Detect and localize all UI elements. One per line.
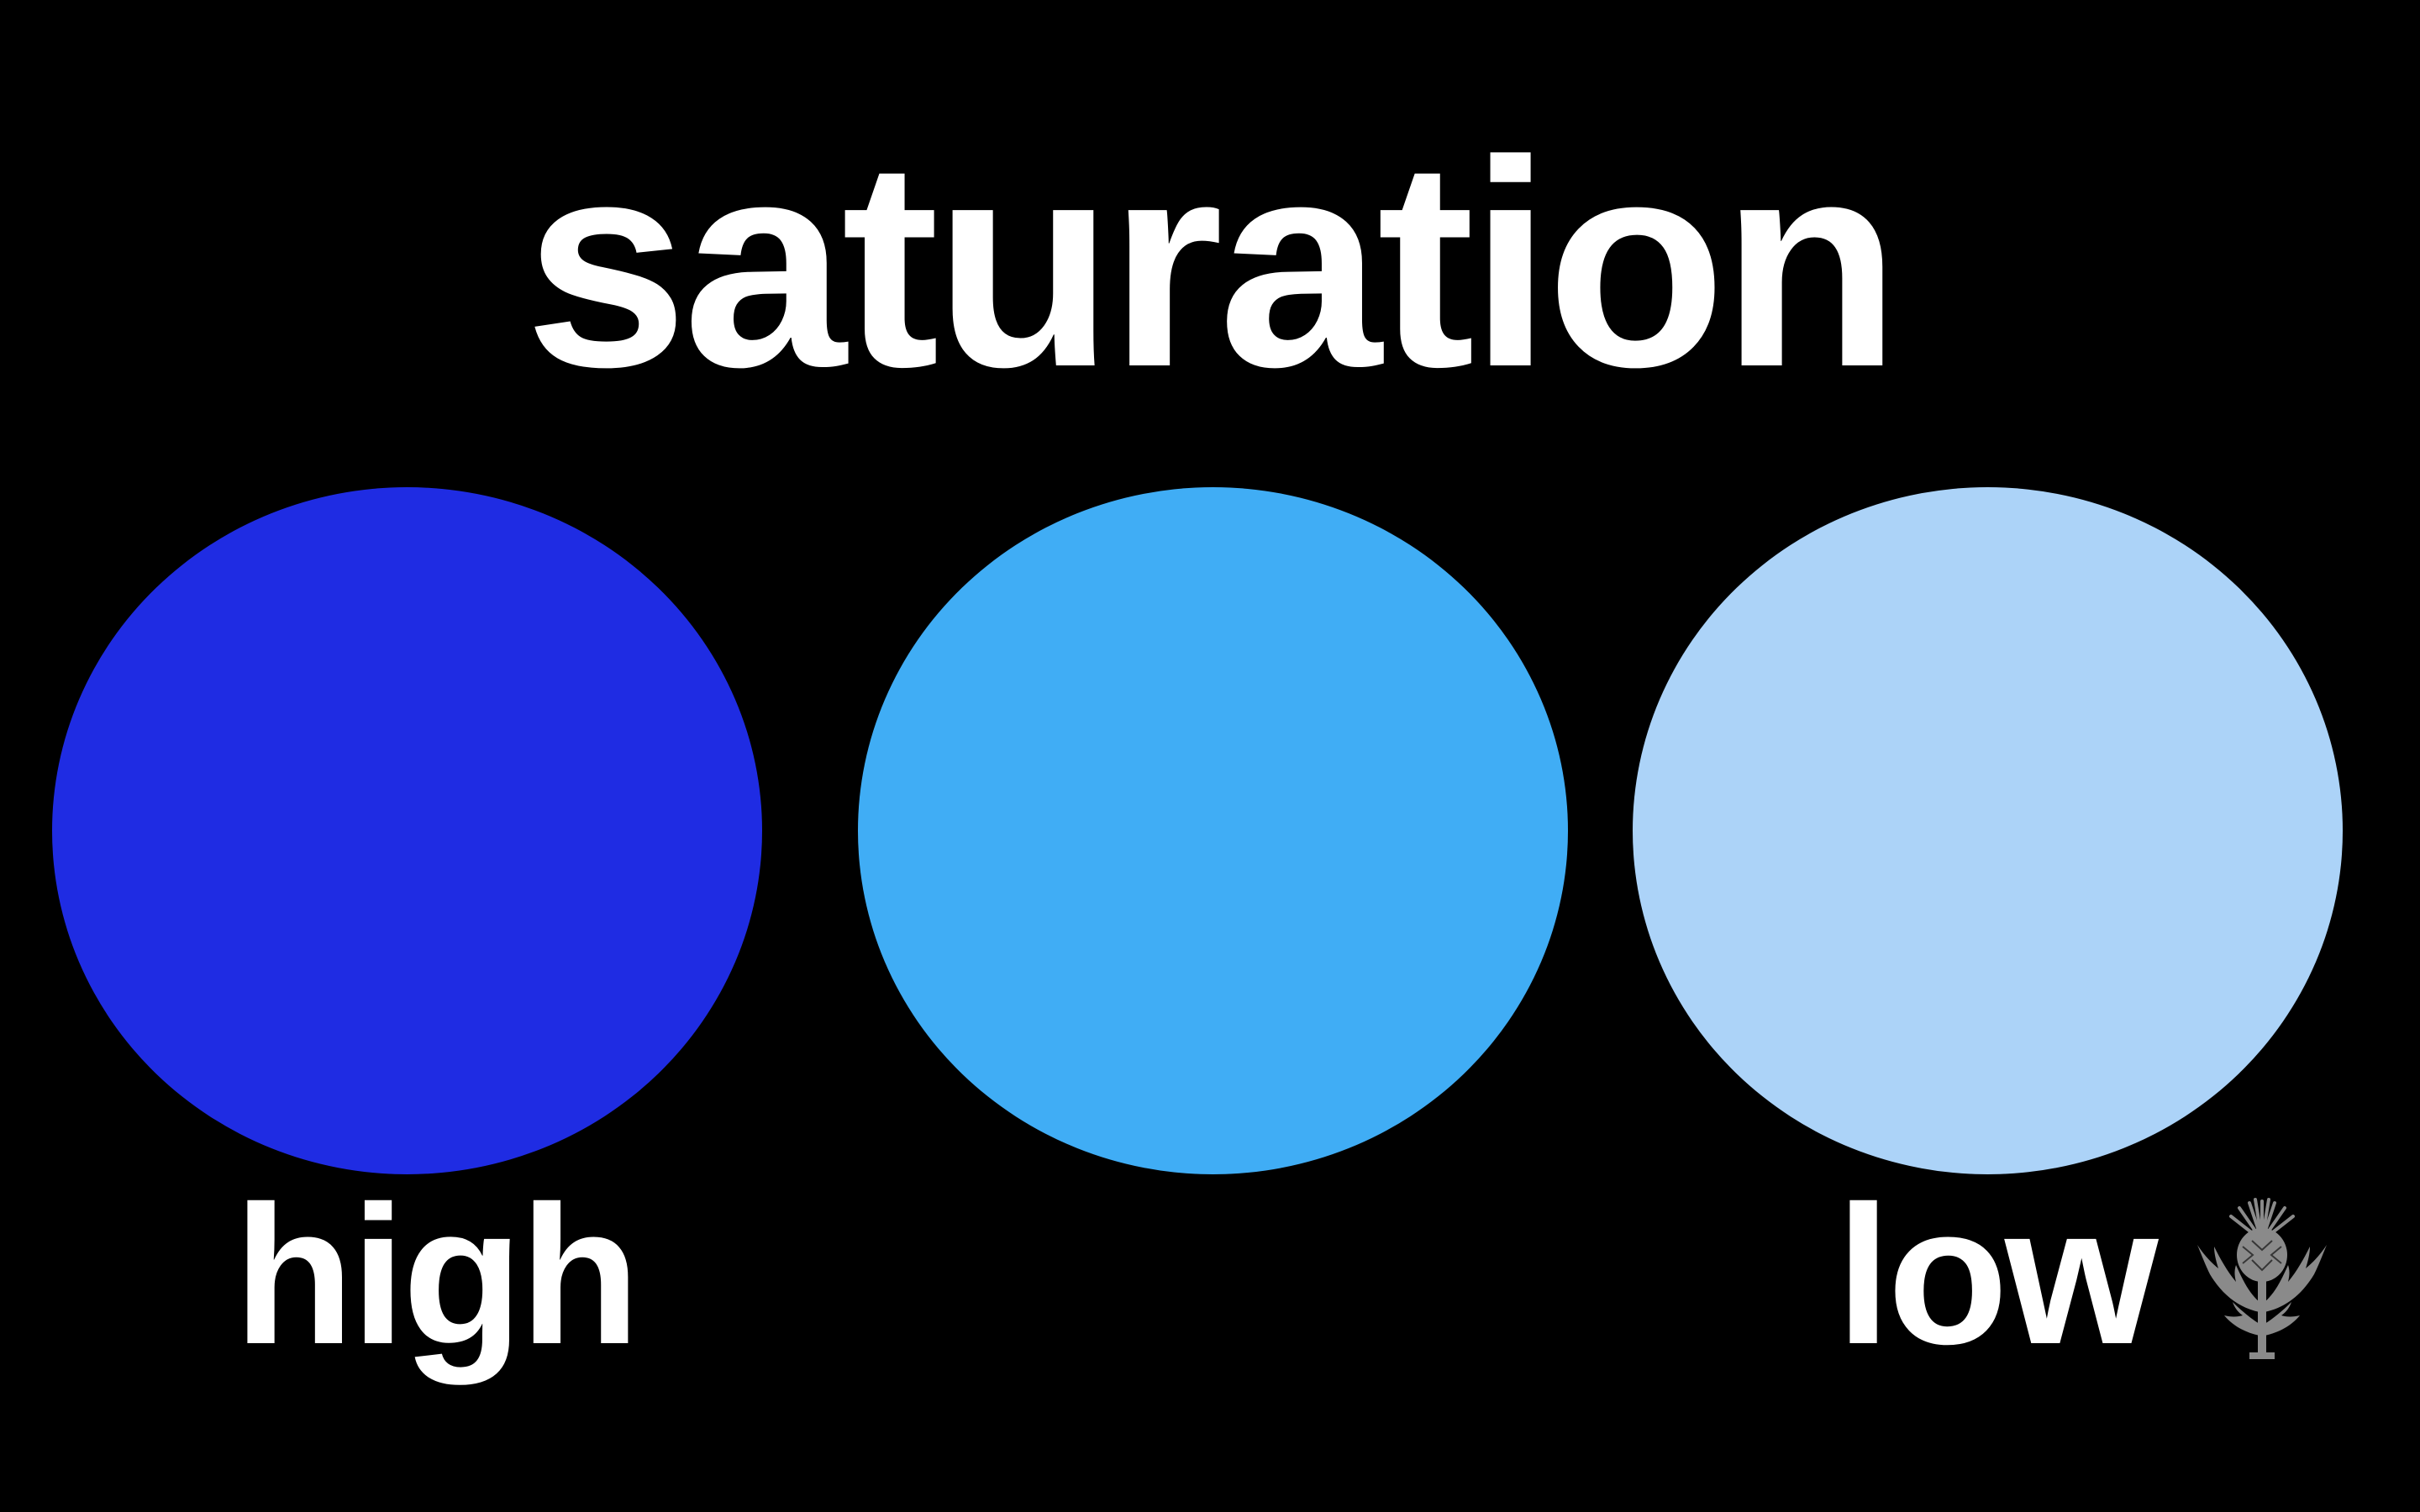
circle-high-saturation [52, 487, 762, 1174]
slide-title: saturation [524, 100, 1901, 428]
label-high: high [234, 1164, 640, 1385]
circle-low-saturation [1633, 487, 2343, 1174]
label-low: low [1836, 1164, 2159, 1385]
circle-medium-saturation [858, 487, 1568, 1174]
thistle-icon [2197, 1198, 2327, 1359]
